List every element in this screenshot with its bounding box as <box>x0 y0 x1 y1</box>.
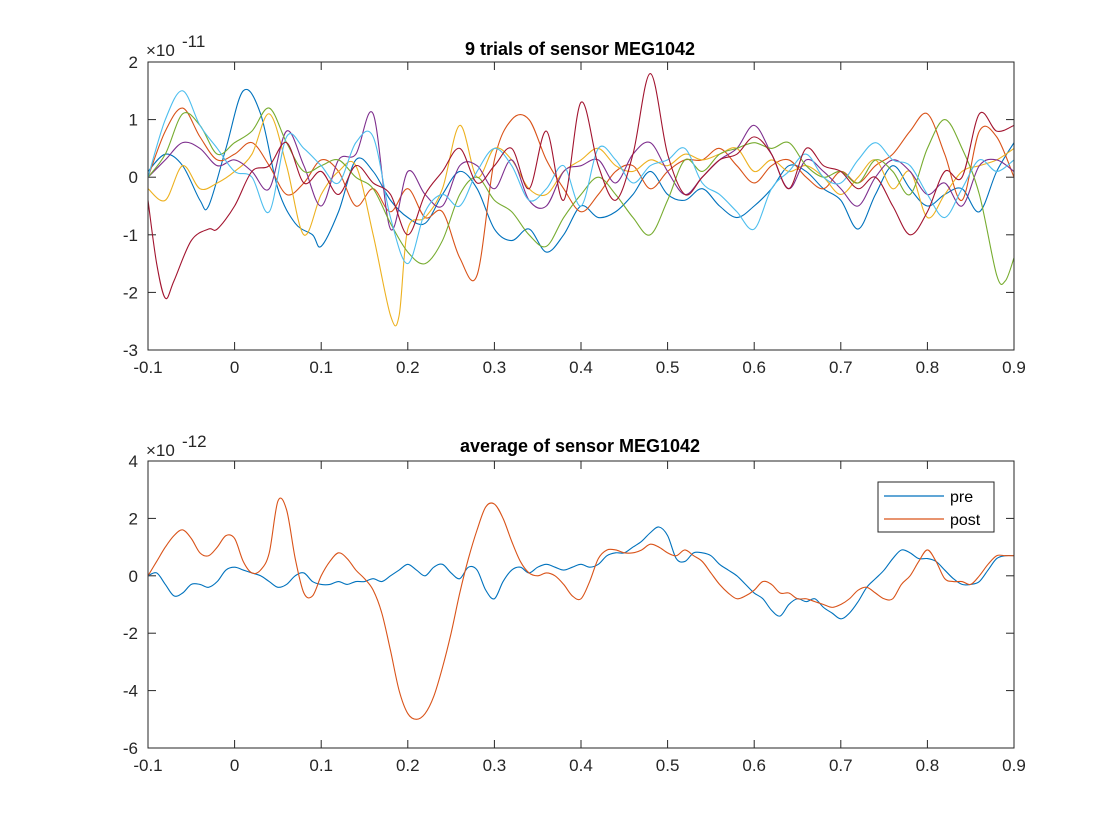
trials-y-tick-label: -1 <box>123 226 138 245</box>
trials-chart-title: 9 trials of sensor MEG1042 <box>465 39 695 59</box>
trials-series-3 <box>148 113 1014 327</box>
trials-y-tick-label: 0 <box>129 168 138 187</box>
average-x-tick-label: 0.9 <box>1002 756 1026 775</box>
average-series <box>148 497 1014 720</box>
trials-x-tick-label: 0.3 <box>483 358 507 377</box>
trials-y-tick-label: 1 <box>129 111 138 130</box>
average-exponent-base: ×10 <box>146 441 175 460</box>
average-x-tick-label: 0.7 <box>829 756 853 775</box>
trials-y-tick-label: -3 <box>123 341 138 360</box>
average-y-tick-label: -6 <box>123 739 138 758</box>
average-axes-box <box>147 460 1015 749</box>
legend-post-label: post <box>950 512 981 529</box>
trials-series-7 <box>148 72 1014 300</box>
average-ticks: -0.1 0 0.1 0.2 0.3 0.4 0.5 0.6 0.7 0.8 0.9 -6 -4 -2 0 2… <box>123 452 1026 775</box>
average-exponent-power: -12 <box>182 432 207 451</box>
trials-x-tick-label: 0.4 <box>569 358 593 377</box>
trials-series-4 <box>148 111 1014 231</box>
trials-series <box>148 72 1014 327</box>
trials-x-tick-label: 0.9 <box>1002 358 1026 377</box>
trials-y-tick-label: 2 <box>129 53 138 72</box>
trials-x-tick-label: 0.6 <box>742 358 766 377</box>
average-x-tick-label: 0.1 <box>309 756 333 775</box>
average-x-tick-label: -0.1 <box>133 756 162 775</box>
average-x-tick-label: 0.4 <box>569 756 593 775</box>
average-x-tick-label: 0.2 <box>396 756 420 775</box>
trials-axes: ×10 -11 9 trials of sensor MEG1042 -0.1 0… <box>123 32 1026 377</box>
average-y-tick-label: 0 <box>129 567 138 586</box>
average-y-tick-label: 2 <box>129 509 138 528</box>
trials-series-5 <box>148 107 1014 286</box>
legend: pre post <box>877 481 995 533</box>
trials-x-tick-label: 0.7 <box>829 358 853 377</box>
trials-ticks: -0.1 0 0.1 0.2 0.3 0.4 0.5 0.6 0.7 0.8 0.9 -3 -2 -1 0 1… <box>123 53 1026 377</box>
trials-x-tick-label: 0.1 <box>309 358 333 377</box>
average-x-tick-label: 0.5 <box>656 756 680 775</box>
average-y-tick-label: 4 <box>129 452 138 471</box>
trials-axes-box <box>147 61 1015 351</box>
average-y-tick-label: -2 <box>123 624 138 643</box>
trials-y-tick-label: -2 <box>123 283 138 302</box>
legend-pre-label: pre <box>950 489 973 506</box>
average-axes: ×10 -12 average of sensor MEG1042 -0.1 0 0… <box>123 432 1026 775</box>
average-series-post <box>148 497 1014 720</box>
trials-x-tick-label: 0.8 <box>916 358 940 377</box>
average-x-tick-label: 0.8 <box>916 756 940 775</box>
trials-series-6 <box>148 90 1014 265</box>
average-y-tick-label: -4 <box>123 682 138 701</box>
trials-x-tick-label: 0.2 <box>396 358 420 377</box>
trials-x-tick-label: 0.5 <box>656 358 680 377</box>
average-x-tick-label: 0 <box>230 756 239 775</box>
trials-exponent-power: -11 <box>182 32 205 51</box>
legend-box <box>877 481 995 533</box>
average-chart-title: average of sensor MEG1042 <box>460 436 700 456</box>
trials-x-tick-label: 0 <box>230 358 239 377</box>
average-x-tick-label: 0.6 <box>742 756 766 775</box>
trials-series-1 <box>148 88 1014 253</box>
trials-exponent-base: ×10 <box>146 41 175 60</box>
average-series-pre <box>148 526 1014 620</box>
average-x-tick-label: 0.3 <box>483 756 507 775</box>
trials-x-tick-label: -0.1 <box>133 358 162 377</box>
